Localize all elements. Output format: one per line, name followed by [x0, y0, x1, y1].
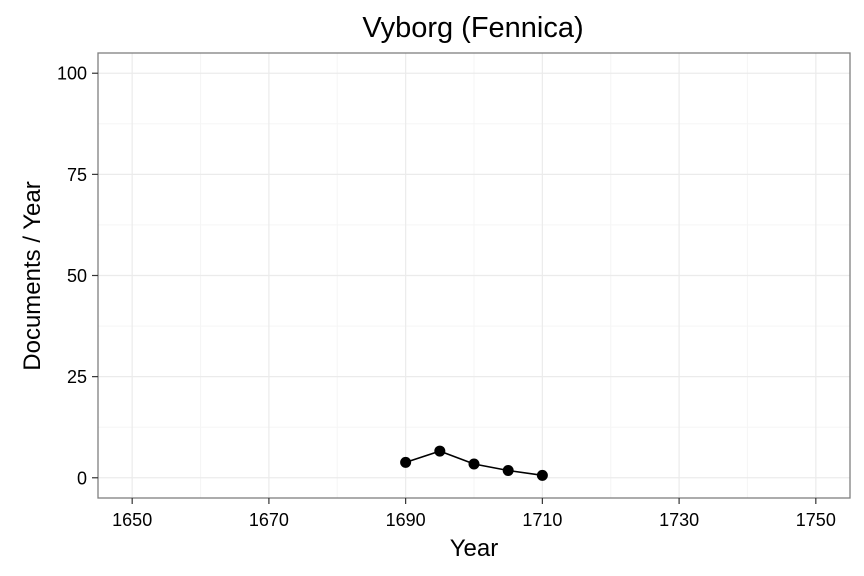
- data-point: [434, 445, 446, 457]
- x-tick-label: 1710: [522, 510, 562, 530]
- data-point: [502, 464, 514, 476]
- x-tick-label: 1670: [249, 510, 289, 530]
- plot-data: [400, 445, 548, 481]
- y-tick-label: 100: [57, 64, 87, 84]
- y-tick-label: 50: [67, 266, 87, 286]
- data-point: [536, 469, 548, 481]
- data-point: [400, 456, 412, 468]
- x-tick-label: 1690: [386, 510, 426, 530]
- x-tick-label: 1650: [112, 510, 152, 530]
- y-tick-label: 0: [77, 468, 87, 488]
- x-tick-label: 1750: [796, 510, 836, 530]
- x-axis-title: Year: [450, 535, 499, 562]
- x-tick-label: 1730: [659, 510, 699, 530]
- y-axis-title: Documents / Year: [19, 181, 46, 370]
- axes: 1650 1670 1690 1710 1730 1750 0 25 50 75 100: [57, 64, 836, 530]
- chart-title: Vyborg (Fennica): [362, 12, 583, 44]
- grid: [98, 53, 850, 498]
- y-tick-label: 25: [67, 367, 87, 387]
- y-tick-label: 75: [67, 165, 87, 185]
- data-point: [468, 458, 480, 470]
